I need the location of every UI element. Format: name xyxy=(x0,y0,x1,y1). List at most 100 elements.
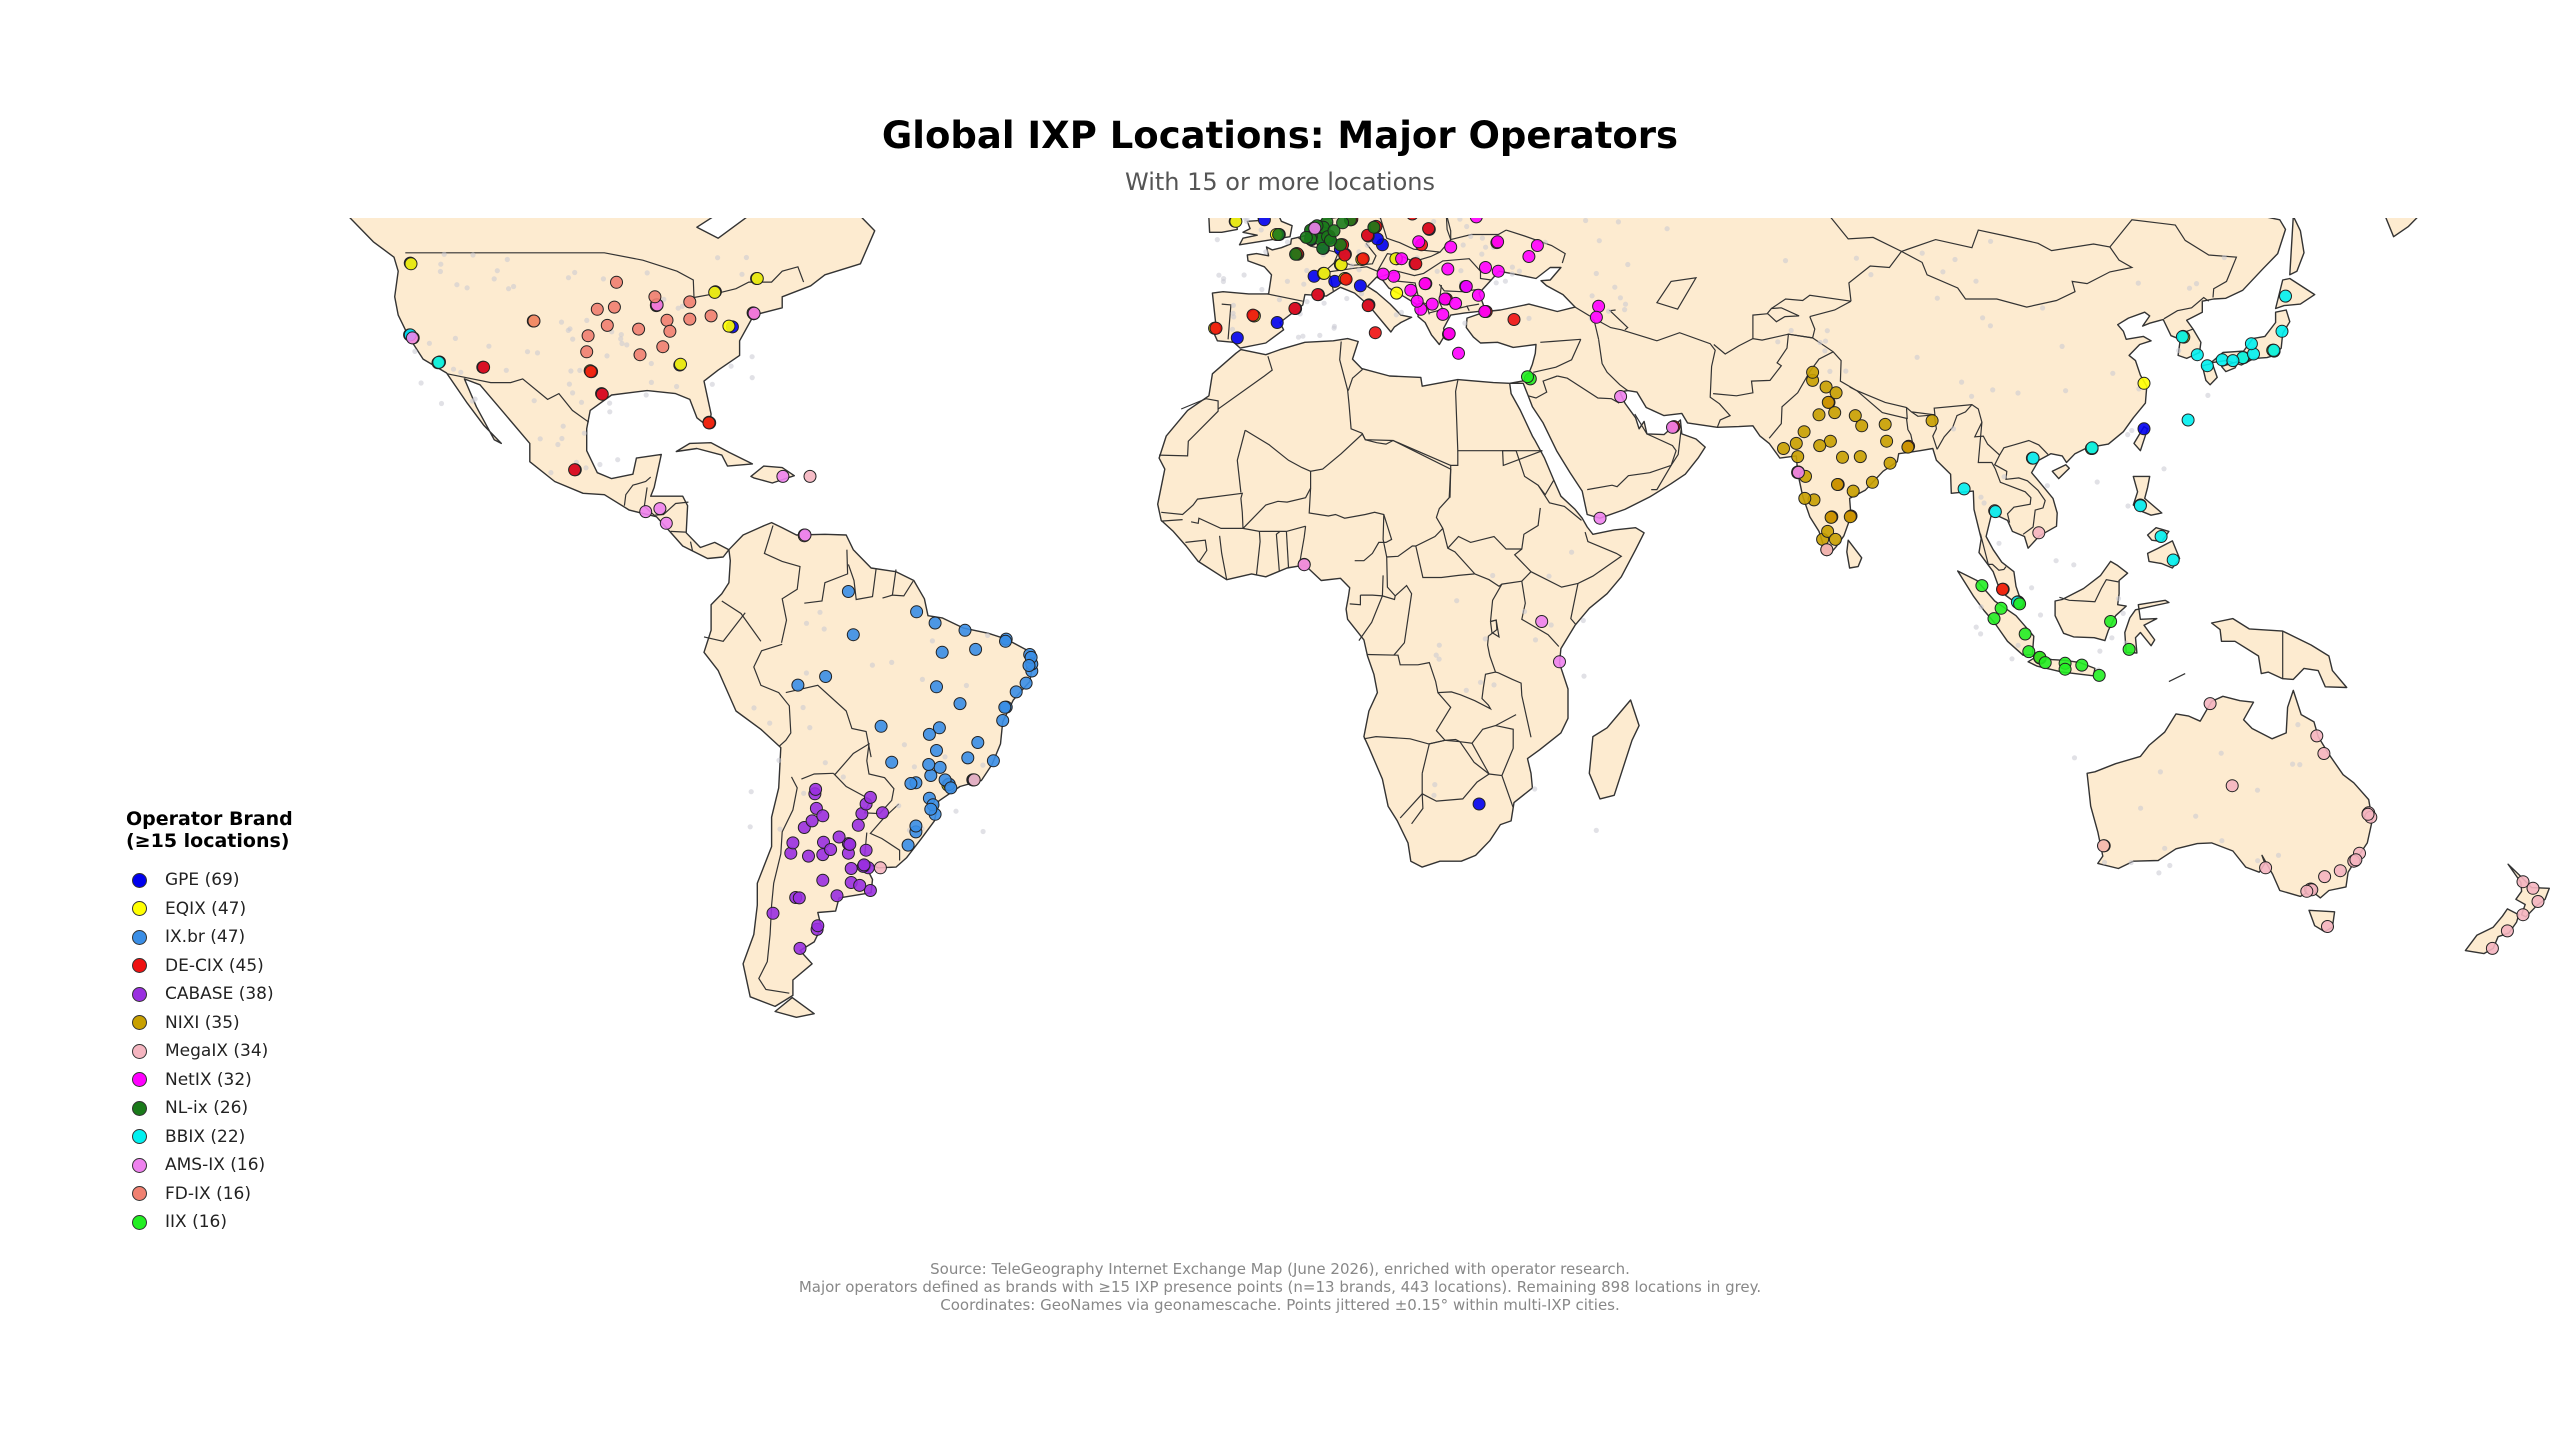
ixp-location-point xyxy=(1843,510,1857,524)
country-border xyxy=(1495,725,1514,776)
ixp-location-point xyxy=(600,318,614,332)
ixp-location-point xyxy=(2038,656,2052,670)
other-ixp-point xyxy=(566,381,573,387)
legend-swatch xyxy=(132,1214,147,1230)
ixp-location-point xyxy=(805,814,819,828)
legend-label: MegaIX (34) xyxy=(165,1041,269,1062)
other-ixp-point xyxy=(1482,636,1488,642)
ixp-location-point xyxy=(904,777,918,790)
ixp-location-point xyxy=(2516,908,2530,922)
country-border xyxy=(1608,309,1629,331)
ixp-location-point xyxy=(1308,221,1322,235)
ixp-location-point xyxy=(1865,475,1879,489)
other-ixp-point xyxy=(1596,238,1602,244)
other-ixp-point xyxy=(1952,256,1958,263)
other-ixp-point xyxy=(1349,263,1355,269)
country-border xyxy=(1399,773,1490,819)
other-ixp-point xyxy=(1431,792,1437,798)
ixp-location-point xyxy=(1367,220,1381,234)
other-ixp-point xyxy=(643,392,649,398)
other-ixp-point xyxy=(1284,278,1290,284)
other-ixp-point xyxy=(1433,652,1439,658)
ixp-location-point xyxy=(863,884,877,897)
country-border xyxy=(1598,320,1732,428)
legend-swatch xyxy=(132,1015,147,1031)
other-ixp-point xyxy=(1581,673,1587,679)
legend-item: NIXI (35) xyxy=(126,1009,346,1038)
ixp-location-point xyxy=(2058,662,2072,676)
ixp-location-point xyxy=(1853,450,1867,464)
source-line: Source: TeleGeography Internet Exchange … xyxy=(930,1260,1630,1278)
other-ixp-point xyxy=(1521,608,1528,615)
country-border xyxy=(2059,579,2119,603)
ixp-location-point xyxy=(1846,484,1860,498)
ixp-location-point xyxy=(2166,553,2180,567)
ixp-location-point xyxy=(928,616,942,630)
country-border xyxy=(1377,258,1492,281)
ixp-location-point xyxy=(1507,313,1521,326)
ixp-location-point xyxy=(708,285,722,299)
ixp-location-point xyxy=(1791,465,1805,479)
ixp-location-point xyxy=(1444,240,1458,254)
other-ixp-point xyxy=(822,760,828,766)
other-ixp-point xyxy=(1431,218,1437,225)
other-ixp-point xyxy=(2120,610,2126,616)
ixp-location-point xyxy=(750,272,764,285)
country-border xyxy=(1501,450,1543,467)
other-ixp-point xyxy=(1331,323,1337,329)
other-ixp-point xyxy=(581,430,587,436)
other-ixp-point xyxy=(751,705,757,711)
ixp-location-point xyxy=(648,290,662,304)
ixp-location-point xyxy=(2317,747,2331,760)
other-ixp-point xyxy=(963,682,970,689)
country-border xyxy=(1275,530,1281,572)
ixp-location-point xyxy=(967,773,981,787)
country-border xyxy=(847,564,877,601)
other-ixp-point xyxy=(418,380,424,386)
other-ixp-point xyxy=(438,261,444,267)
other-ixp-point xyxy=(438,400,445,407)
other-ixp-point xyxy=(1463,687,1469,693)
other-ixp-point xyxy=(1509,271,1515,277)
other-ixp-point xyxy=(570,390,576,396)
country-border xyxy=(1936,404,1973,450)
ixp-location-point xyxy=(1797,425,1811,439)
ixp-location-point xyxy=(653,502,667,516)
country-border xyxy=(1533,339,1582,373)
ixp-location-point xyxy=(901,838,915,852)
other-ixp-point xyxy=(584,317,590,323)
ixp-location-point xyxy=(581,329,595,343)
ixp-location-point xyxy=(1257,218,1271,227)
other-ixp-point xyxy=(534,350,541,356)
other-ixp-point xyxy=(548,470,554,476)
other-ixp-point xyxy=(1569,549,1575,555)
ixp-location-point xyxy=(2022,645,2036,659)
ixp-location-point xyxy=(2133,499,2147,513)
other-ixp-point xyxy=(1622,301,1629,307)
country-border xyxy=(1185,539,1208,563)
other-ixp-point xyxy=(560,423,566,429)
ixp-location-point xyxy=(1829,386,1843,400)
other-ixp-point xyxy=(565,275,572,281)
ixp-location-point xyxy=(2531,895,2545,908)
other-ixp-point xyxy=(821,626,827,632)
other-ixp-point xyxy=(743,254,750,261)
other-ixp-point xyxy=(2040,305,2046,311)
other-ixp-point xyxy=(2186,285,2193,291)
ixp-location-point xyxy=(1987,612,2001,626)
ixp-location-point xyxy=(1361,299,1375,313)
other-ixp-point xyxy=(715,255,721,261)
other-ixp-point xyxy=(1589,293,1595,299)
legend-label: DE-CIX (45) xyxy=(165,955,264,976)
ixp-location-point xyxy=(1593,511,1607,525)
ixp-location-point xyxy=(1418,277,1432,291)
ixp-location-point xyxy=(786,836,800,850)
ixp-location-point xyxy=(851,818,865,832)
ixp-location-point xyxy=(1339,272,1353,286)
other-ixp-point xyxy=(1509,264,1515,270)
ixp-location-point xyxy=(595,387,609,401)
other-ixp-point xyxy=(1259,286,1265,293)
other-ixp-point xyxy=(817,609,823,615)
country-border xyxy=(1809,300,1852,318)
ixp-location-point xyxy=(830,889,844,903)
